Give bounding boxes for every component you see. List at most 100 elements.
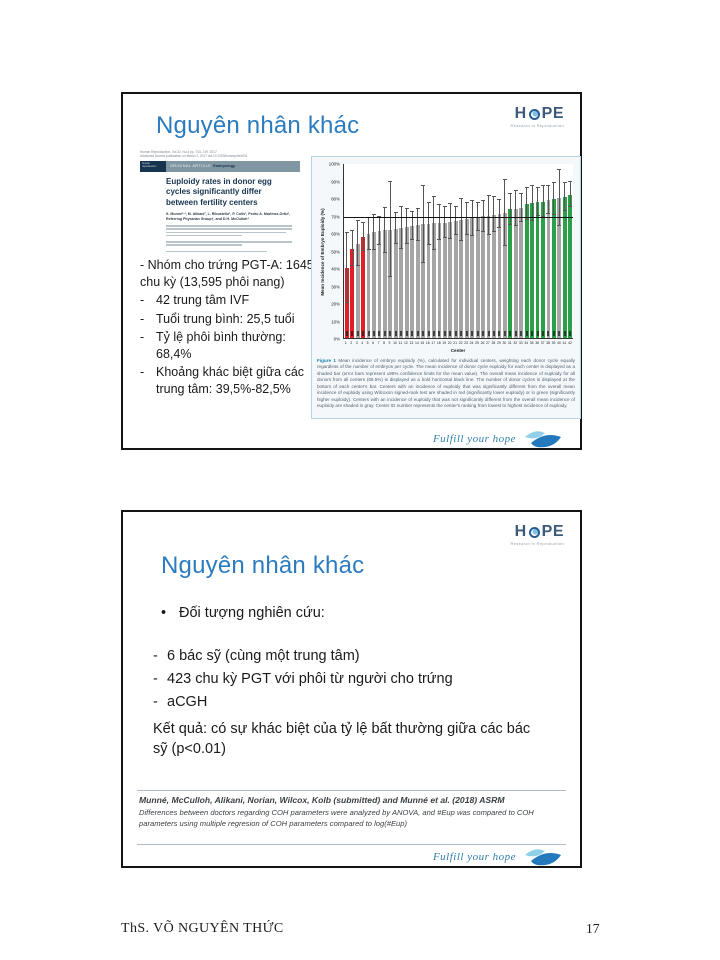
euploidy-bar [361, 237, 365, 338]
x-tick-label: 18 [436, 341, 441, 345]
error-bar-cap [470, 234, 475, 236]
error-bar-cap [541, 184, 546, 186]
error-bar [368, 218, 370, 250]
overall-mean-line [344, 216, 573, 219]
bar-center-30 [502, 164, 507, 338]
x-tick-label: 25 [475, 341, 479, 345]
euploidy-bar [475, 217, 480, 338]
error-bar-cap [410, 239, 415, 240]
slide2-main-bullet: • Đối tượng nghiên cứu: [161, 605, 325, 621]
bar-center-27 [486, 164, 491, 338]
bar-center-34 [524, 164, 529, 338]
euploidy-bar [382, 230, 387, 338]
error-bar-cap [410, 211, 415, 212]
error-bar [428, 203, 430, 246]
error-bar [417, 209, 419, 241]
error-bar [351, 231, 353, 267]
x-tick-label: 23 [464, 341, 468, 345]
error-bar-cap [513, 190, 518, 191]
bar-center-12 [404, 164, 409, 338]
list-item-text: Tỷ lệ phôi bình thường: 68,4% [156, 330, 286, 361]
list-item: - aCGH [153, 692, 533, 713]
bar-center-41 [562, 164, 567, 338]
x-tick-label: 31 [507, 341, 512, 345]
error-bar [406, 209, 408, 245]
cycle-count-label [422, 331, 425, 336]
x-tick-label: 37 [540, 341, 545, 345]
y-tick-label: 20% [331, 301, 340, 307]
error-bar-cap [470, 199, 475, 201]
bar-center-29 [497, 164, 502, 338]
error-bar [357, 220, 359, 267]
euploidy-bar [470, 218, 475, 338]
bar-center-11 [399, 164, 404, 338]
error-bar-cap [442, 237, 447, 239]
error-bar-cap [355, 265, 360, 267]
x-axis-ticks: 1 2 3 4 5 6 7 8 9 10 11 12 13 14 15 16 17 18 19 20 21 22 23 24 2… [343, 341, 573, 345]
swoosh-logo-icon [525, 849, 561, 866]
paper-affiliations-placeholder [166, 225, 292, 253]
hope-logo-wordmark: H PE [500, 106, 564, 122]
x-tick-label: 19 [442, 341, 447, 345]
error-bar [569, 182, 571, 207]
euploidy-bar [535, 202, 540, 338]
hope-tagline: Research in Reproduction [510, 541, 564, 546]
bar-center-17 [431, 164, 436, 338]
error-bar [515, 191, 517, 226]
dash-marker: - [140, 365, 145, 379]
cycle-count-label [389, 331, 392, 336]
slogan-text: Fulfill your hope [432, 433, 516, 445]
error-bar-cap [491, 231, 496, 233]
error-bar [509, 193, 511, 226]
cycle-count-label [552, 331, 555, 336]
euploidy-bar [541, 201, 545, 338]
x-tick-label: 35 [529, 341, 534, 345]
error-bar-cap [568, 181, 573, 183]
cycle-count-label [356, 331, 359, 336]
error-bar-cap [524, 187, 529, 189]
euploidy-bar [404, 226, 409, 338]
error-bar-cap [350, 265, 355, 267]
slide-1: Nguyên nhân khác H PE Research in Reprod… [121, 92, 582, 450]
error-bar [558, 170, 560, 226]
error-bar [488, 196, 489, 235]
error-bar [504, 179, 506, 247]
euploidy-bar [355, 243, 360, 338]
x-tick-label: 8 [383, 341, 385, 345]
euploidy-bar [426, 224, 431, 338]
euploidy-bar [513, 208, 518, 338]
error-bar-cap [377, 244, 382, 246]
error-bar-cap [562, 182, 567, 184]
y-tick-label: 60% [331, 231, 340, 237]
error-bar [389, 182, 391, 277]
error-bar-cap [519, 220, 524, 222]
euploidy-bar [486, 215, 491, 338]
cycle-count-label [563, 331, 566, 336]
error-bar-cap [415, 239, 420, 241]
x-tick-label: 34 [524, 341, 529, 345]
bullet-marker: • [161, 605, 167, 621]
x-tick-label: 15 [420, 341, 425, 345]
dash-marker: - [153, 671, 158, 688]
x-tick-label: 41 [562, 341, 567, 345]
hope-logo: H PE Research in Reproduction [500, 524, 564, 547]
error-bar-cap [546, 212, 551, 214]
y-tick-label: 90% [331, 179, 340, 184]
hope-letter-h: H [514, 105, 527, 122]
cycle-count-label [525, 331, 528, 336]
bar-center-31 [508, 164, 513, 338]
list-item: -42 trung tâm IVF [140, 292, 316, 309]
error-bar [466, 203, 468, 235]
text-line-placeholder [166, 225, 292, 227]
error-bar-cap [453, 205, 458, 207]
text-line-placeholder [166, 250, 267, 253]
figure-caption-text: Mean incidence of embryo euploidy (%), c… [317, 358, 575, 408]
error-bar-cap [491, 196, 496, 198]
error-bar-cap [459, 197, 464, 199]
cycle-count-label [454, 331, 457, 336]
x-tick-label: 4 [361, 341, 364, 345]
error-bar [438, 205, 440, 240]
cycle-count-label [432, 331, 435, 336]
error-bar-cap [448, 203, 453, 205]
error-bar-cap [486, 233, 491, 235]
